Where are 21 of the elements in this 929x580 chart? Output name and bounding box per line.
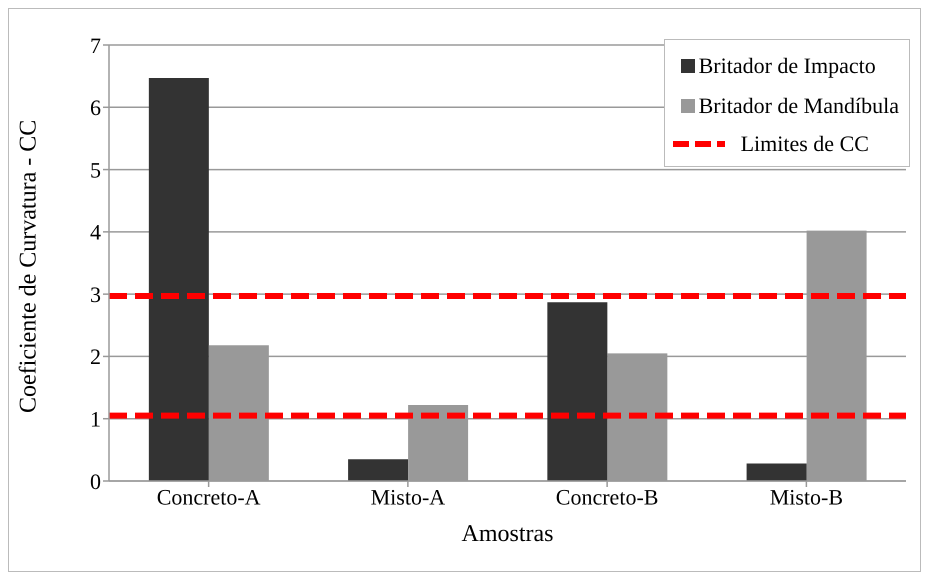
y-tick-label: 0 — [90, 468, 101, 494]
x-tick-label: Misto-A — [370, 484, 446, 510]
bar — [746, 464, 807, 481]
legend-label: Limites de CC — [740, 131, 869, 157]
x-axis-title: Amostras — [462, 521, 554, 547]
x-tick-label: Concreto-B — [556, 484, 658, 510]
y-tick-label: 3 — [90, 282, 101, 307]
y-tick-label: 2 — [90, 344, 101, 370]
bar — [547, 302, 608, 481]
legend-label: Britador de Mandíbula — [698, 93, 899, 119]
x-tick-label: Misto-B — [770, 484, 844, 510]
y-tick-label: 5 — [90, 157, 101, 182]
y-tick-label: 6 — [90, 95, 101, 120]
bar — [148, 78, 209, 481]
legend-label: Britador de Impacto — [698, 53, 876, 79]
y-axis-title: Coeficiente de Curvatura - CC — [16, 120, 42, 413]
y-tick-label: 4 — [90, 220, 101, 245]
x-tick-label: Concreto-A — [156, 484, 261, 510]
y-tick-label: 7 — [90, 32, 101, 58]
bar — [348, 459, 408, 481]
y-tick-label: 1 — [90, 406, 101, 432]
